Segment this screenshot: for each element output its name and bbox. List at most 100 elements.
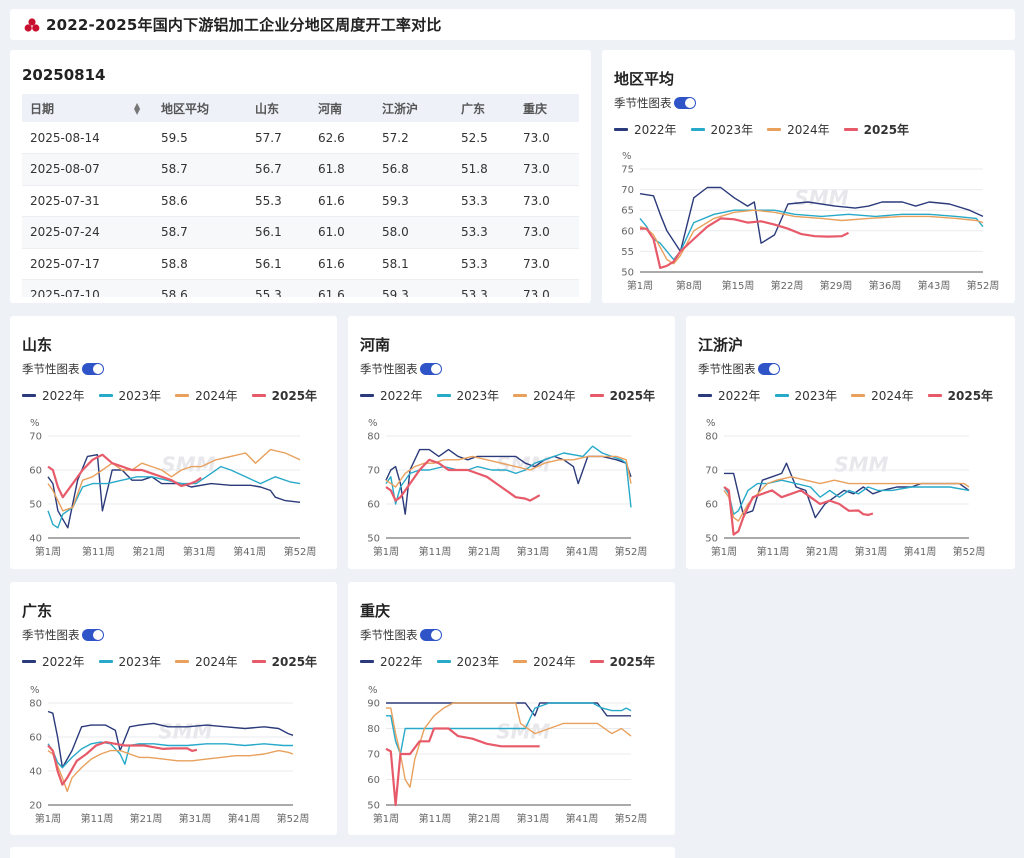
column-header-jiangzhehu[interactable]: 江浙沪	[374, 94, 453, 122]
table-row[interactable]: 2025-07-31 58.6 55.3 61.6 59.3 53.3 73.0	[22, 185, 579, 217]
legend-item[interactable]: 2025年	[251, 387, 317, 404]
legend-label: 2024年	[195, 655, 238, 669]
column-header-guangdong[interactable]: 广东	[453, 94, 515, 122]
seasonal-toggle-row: 季节性图表	[698, 361, 780, 377]
series-line-2024[interactable]	[386, 702, 632, 788]
toggle-knob	[430, 630, 441, 640]
series-line-2025[interactable]	[640, 217, 849, 269]
table-scroll-area[interactable]: 日期 ▲ ▼ 地区平均 山东 河南 江浙沪 广东 重庆 2025-08-14 59.5…	[22, 94, 579, 297]
legend-item[interactable]: 2025年	[589, 653, 655, 670]
legend-swatch	[360, 660, 374, 663]
table-cell: 61.0	[310, 216, 374, 249]
seasonal-toggle[interactable]	[673, 97, 696, 109]
legend-item[interactable]: 2022年	[614, 121, 677, 138]
column-header-henan[interactable]: 河南	[310, 94, 374, 122]
series-line-2023[interactable]	[386, 702, 632, 755]
legend-item[interactable]: 2025年	[589, 387, 655, 404]
legend-item[interactable]: 2023年	[98, 653, 161, 670]
table-row[interactable]: 2025-08-07 58.7 56.7 61.8 56.8 51.8 73.0	[22, 153, 579, 186]
series-line-2025[interactable]	[385, 458, 541, 502]
legend-item[interactable]: 2025年	[843, 121, 909, 138]
series-line-2024[interactable]	[385, 455, 632, 488]
series-line-2024[interactable]	[639, 209, 984, 265]
series-line-2023[interactable]	[47, 465, 301, 529]
y-tick-label: 70	[29, 432, 42, 443]
seasonal-toggle[interactable]	[81, 363, 104, 375]
y-tick-label: 80	[367, 432, 380, 443]
legend-item[interactable]: 2025年	[251, 653, 317, 670]
series-line-2022[interactable]	[386, 702, 631, 717]
y-tick-label: 80	[367, 724, 380, 735]
x-tick-label: 第21周	[468, 812, 501, 825]
x-tick-label: 第11周	[757, 545, 790, 558]
series-line-2025[interactable]	[723, 486, 874, 536]
legend-item[interactable]: 2025年	[927, 387, 993, 404]
legend-item[interactable]: 2023年	[690, 121, 753, 138]
data-table: 日期 ▲ ▼ 地区平均 山东 河南 江浙沪 广东 重庆 2025-08-14 59.5…	[22, 94, 579, 297]
table-row[interactable]: 2025-07-24 58.7 56.1 61.0 58.0 53.3 73.0	[22, 216, 579, 249]
sort-icon[interactable]: ▲ ▼	[134, 101, 141, 116]
series-line-2025[interactable]	[47, 741, 198, 786]
series-line-2024[interactable]	[47, 749, 294, 793]
legend-item[interactable]: 2023年	[436, 387, 499, 404]
table-cell: 55.3	[247, 185, 310, 217]
seasonal-toggle[interactable]	[419, 629, 442, 641]
y-tick-label: 70	[621, 185, 634, 196]
page-title: 2022-2025年国内下游铝加工企业分地区周度开工率对比	[46, 16, 442, 34]
series-line-2023[interactable]	[385, 445, 632, 508]
legend-item[interactable]: 2022年	[698, 387, 761, 404]
column-header-shandong[interactable]: 山东	[247, 94, 310, 122]
series-line-2024[interactable]	[723, 476, 970, 522]
table-cell: 58.0	[374, 216, 453, 249]
legend-item[interactable]: 2023年	[774, 387, 837, 404]
legend-label: 2024年	[195, 389, 238, 403]
legend-label: 2022年	[42, 389, 85, 403]
legend-item[interactable]: 2024年	[851, 387, 914, 404]
seasonal-toggle[interactable]	[419, 363, 442, 375]
table-cell: 62.6	[310, 122, 374, 154]
legend-item[interactable]: 2024年	[513, 653, 576, 670]
legend-item[interactable]: 2024年	[513, 387, 576, 404]
table-row[interactable]: 2025-07-10 58.6 55.3 61.6 59.3 53.3 73.0	[22, 279, 579, 297]
legend-item[interactable]: 2024年	[767, 121, 830, 138]
legend-swatch	[927, 394, 942, 397]
x-tick-label: 第11周	[419, 812, 452, 825]
y-tick-label: 70	[367, 466, 380, 477]
column-header-date[interactable]: 日期 ▲ ▼	[22, 94, 153, 122]
y-tick-label: 40	[29, 534, 42, 545]
series-line-2022[interactable]	[47, 710, 294, 769]
table-cell: 73.0	[515, 185, 579, 217]
column-header-chongqing[interactable]: 重庆	[515, 94, 579, 122]
table-row[interactable]: 2025-08-14 59.5 57.7 62.6 57.2 52.5 73.0	[22, 122, 579, 154]
y-tick-label: 90	[367, 699, 380, 710]
column-header-avg[interactable]: 地区平均	[153, 94, 247, 122]
table-cell: 2025-08-07	[22, 153, 153, 186]
legend-item[interactable]: 2022年	[360, 387, 423, 404]
seasonal-toggle-row: 季节性图表	[614, 95, 696, 111]
series-line-2023[interactable]	[639, 209, 984, 261]
table-row[interactable]: 2025-07-17 58.8 56.1 61.6 58.1 53.3 73.0	[22, 248, 579, 280]
legend-item[interactable]: 2024年	[175, 653, 238, 670]
x-tick-label: 第41周	[566, 545, 599, 558]
series-line-2025[interactable]	[47, 453, 202, 499]
series-line-2023[interactable]	[47, 741, 293, 769]
series-line-2025[interactable]	[385, 727, 540, 807]
series-line-2022[interactable]	[385, 448, 632, 515]
legend-item[interactable]: 2023年	[98, 387, 161, 404]
series-line-2024[interactable]	[47, 448, 301, 512]
table-cell: 61.6	[310, 279, 374, 297]
seasonal-toggle-label: 季节性图表	[22, 362, 80, 376]
legend-item[interactable]: 2023年	[436, 653, 499, 670]
seasonal-toggle-label: 季节性图表	[22, 628, 80, 642]
legend-item[interactable]: 2024年	[175, 387, 238, 404]
legend-item[interactable]: 2022年	[22, 653, 85, 670]
seasonal-toggle[interactable]	[757, 363, 780, 375]
series-line-2023[interactable]	[723, 479, 970, 515]
legend-item[interactable]: 2022年	[360, 653, 423, 670]
legend-item[interactable]: 2022年	[22, 387, 85, 404]
table-date: 20250814	[22, 66, 106, 84]
table-cell: 52.5	[453, 122, 515, 154]
table-cell: 57.7	[247, 122, 310, 154]
seasonal-toggle[interactable]	[81, 629, 104, 641]
